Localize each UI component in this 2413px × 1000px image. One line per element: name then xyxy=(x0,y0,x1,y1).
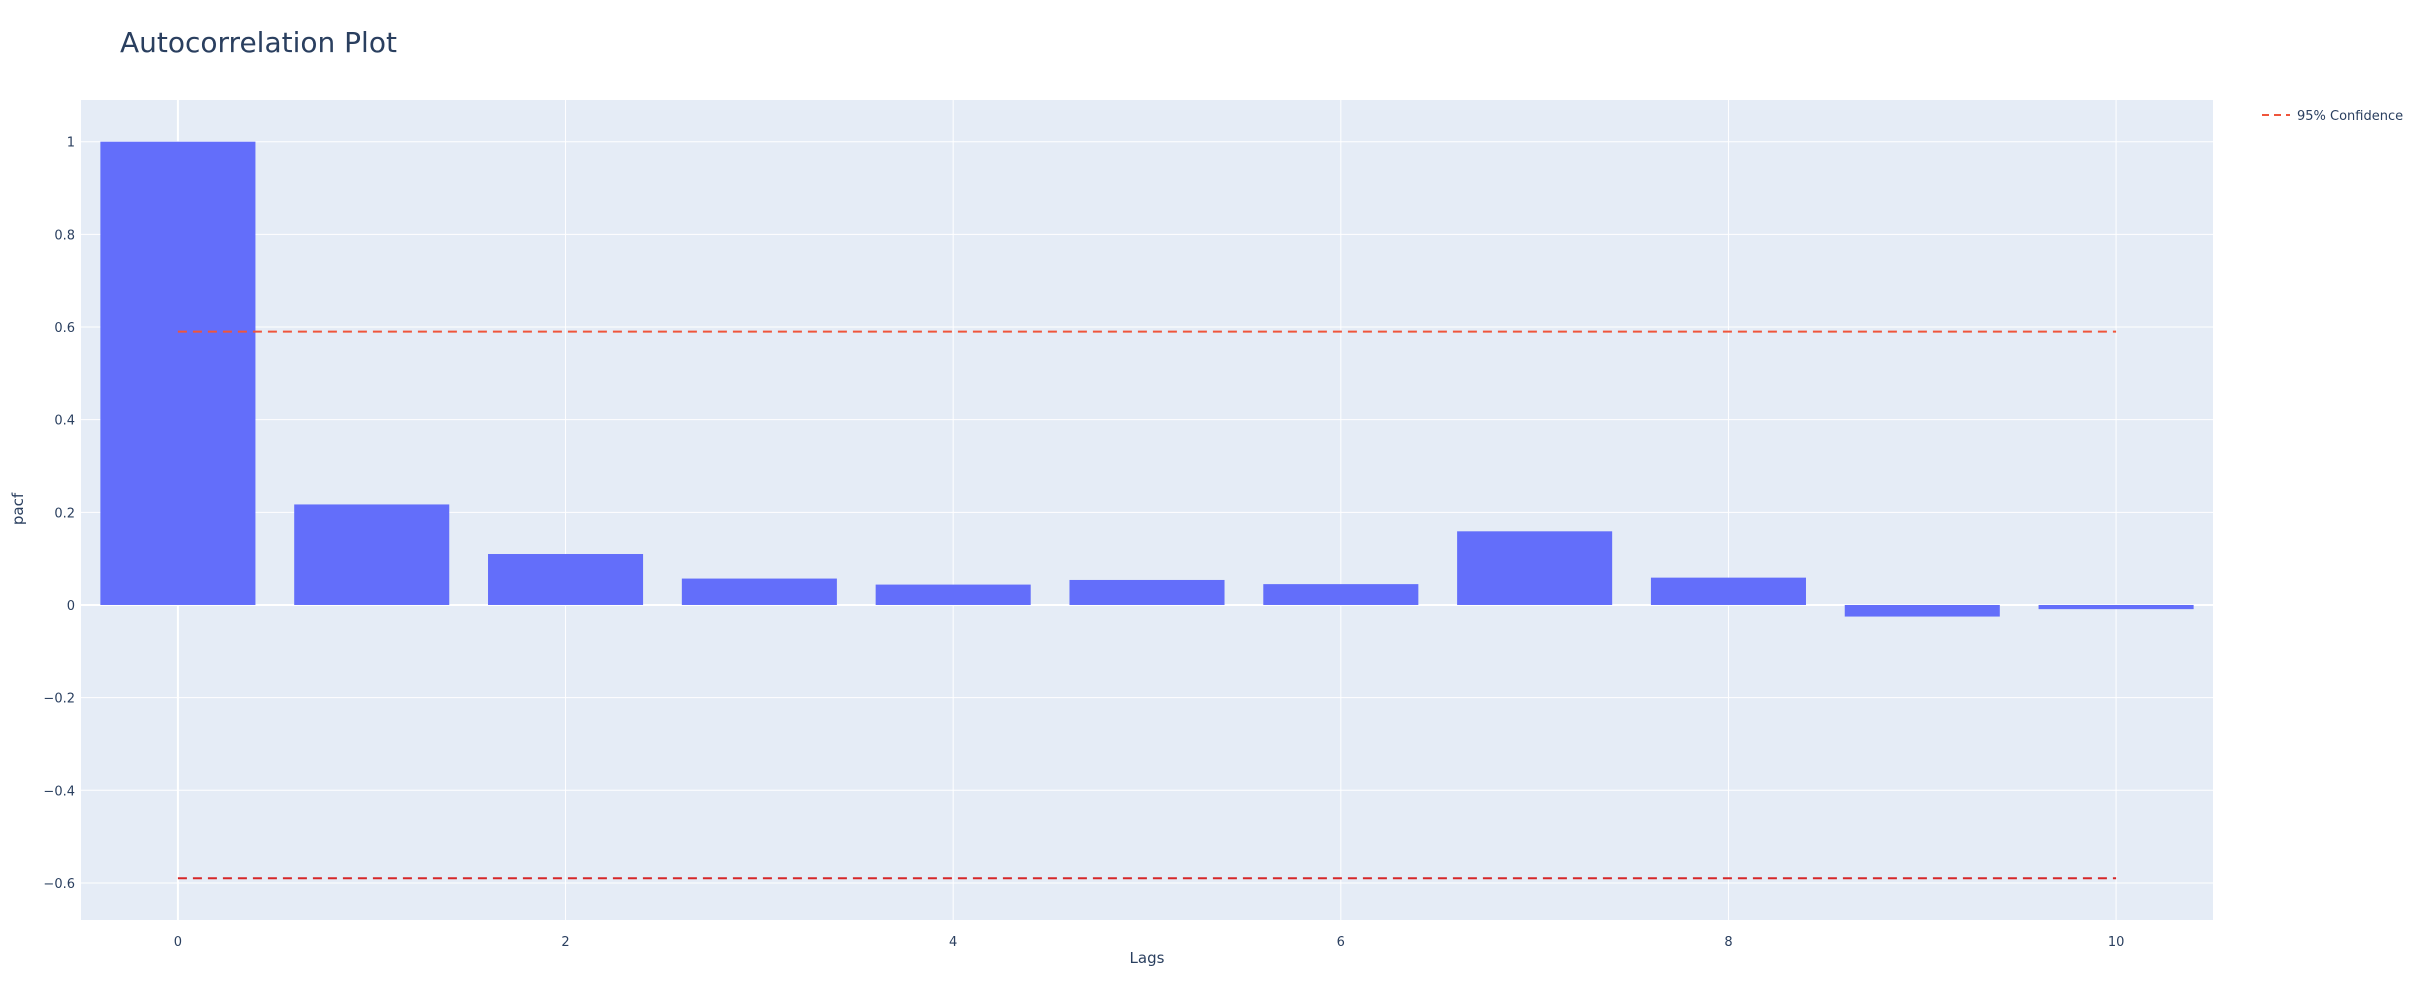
bar-lag-0 xyxy=(100,141,256,605)
y-tick-label: 0.6 xyxy=(54,321,75,336)
bar-lag-1 xyxy=(294,504,450,605)
x-tick-label: 10 xyxy=(2108,935,2125,950)
y-tick-labels: −0.6 −0.4 −0.2 0 0.2 0.4 0.6 0.8 1 xyxy=(43,136,75,892)
bars xyxy=(100,141,2194,617)
y-tick-label: 0.8 xyxy=(54,228,75,243)
y-tick-label: −0.4 xyxy=(43,784,75,799)
bar-lag-3 xyxy=(681,578,837,605)
x-tick-label: 8 xyxy=(1724,935,1732,950)
x-tick-label: 4 xyxy=(949,935,957,950)
x-tick-labels: 0 2 4 6 8 10 xyxy=(174,935,2125,950)
y-tick-label: 0.4 xyxy=(54,414,75,429)
y-tick-label: 0 xyxy=(67,599,75,614)
legend-confidence-label: 95% Confidence xyxy=(2297,109,2403,124)
bar-lag-9 xyxy=(1844,604,2000,617)
confidence-lines xyxy=(177,330,2117,880)
bar-lag-5 xyxy=(1069,579,1225,605)
legend[interactable]: 95% Confidence xyxy=(2262,109,2403,124)
bar-lag-4 xyxy=(875,584,1031,605)
chart-title: Autocorrelation Plot xyxy=(120,26,397,59)
bar-lag-2 xyxy=(488,554,644,605)
x-axis-title: Lags xyxy=(1130,949,1165,967)
bar-lag-6 xyxy=(1263,584,1419,605)
bar-lag-7 xyxy=(1457,531,1613,605)
x-tick-label: 2 xyxy=(561,935,569,950)
bar-lag-10 xyxy=(2038,604,2194,610)
x-tick-label: 0 xyxy=(174,935,182,950)
y-tick-label: −0.6 xyxy=(43,877,75,892)
y-tick-label: −0.2 xyxy=(43,692,75,707)
bar-lag-8 xyxy=(1650,577,1806,605)
y-tick-label: 0.2 xyxy=(54,506,75,521)
y-tick-label: 1 xyxy=(67,136,75,151)
x-tick-label: 6 xyxy=(1337,935,1345,950)
y-axis-title: pacf xyxy=(9,492,27,525)
